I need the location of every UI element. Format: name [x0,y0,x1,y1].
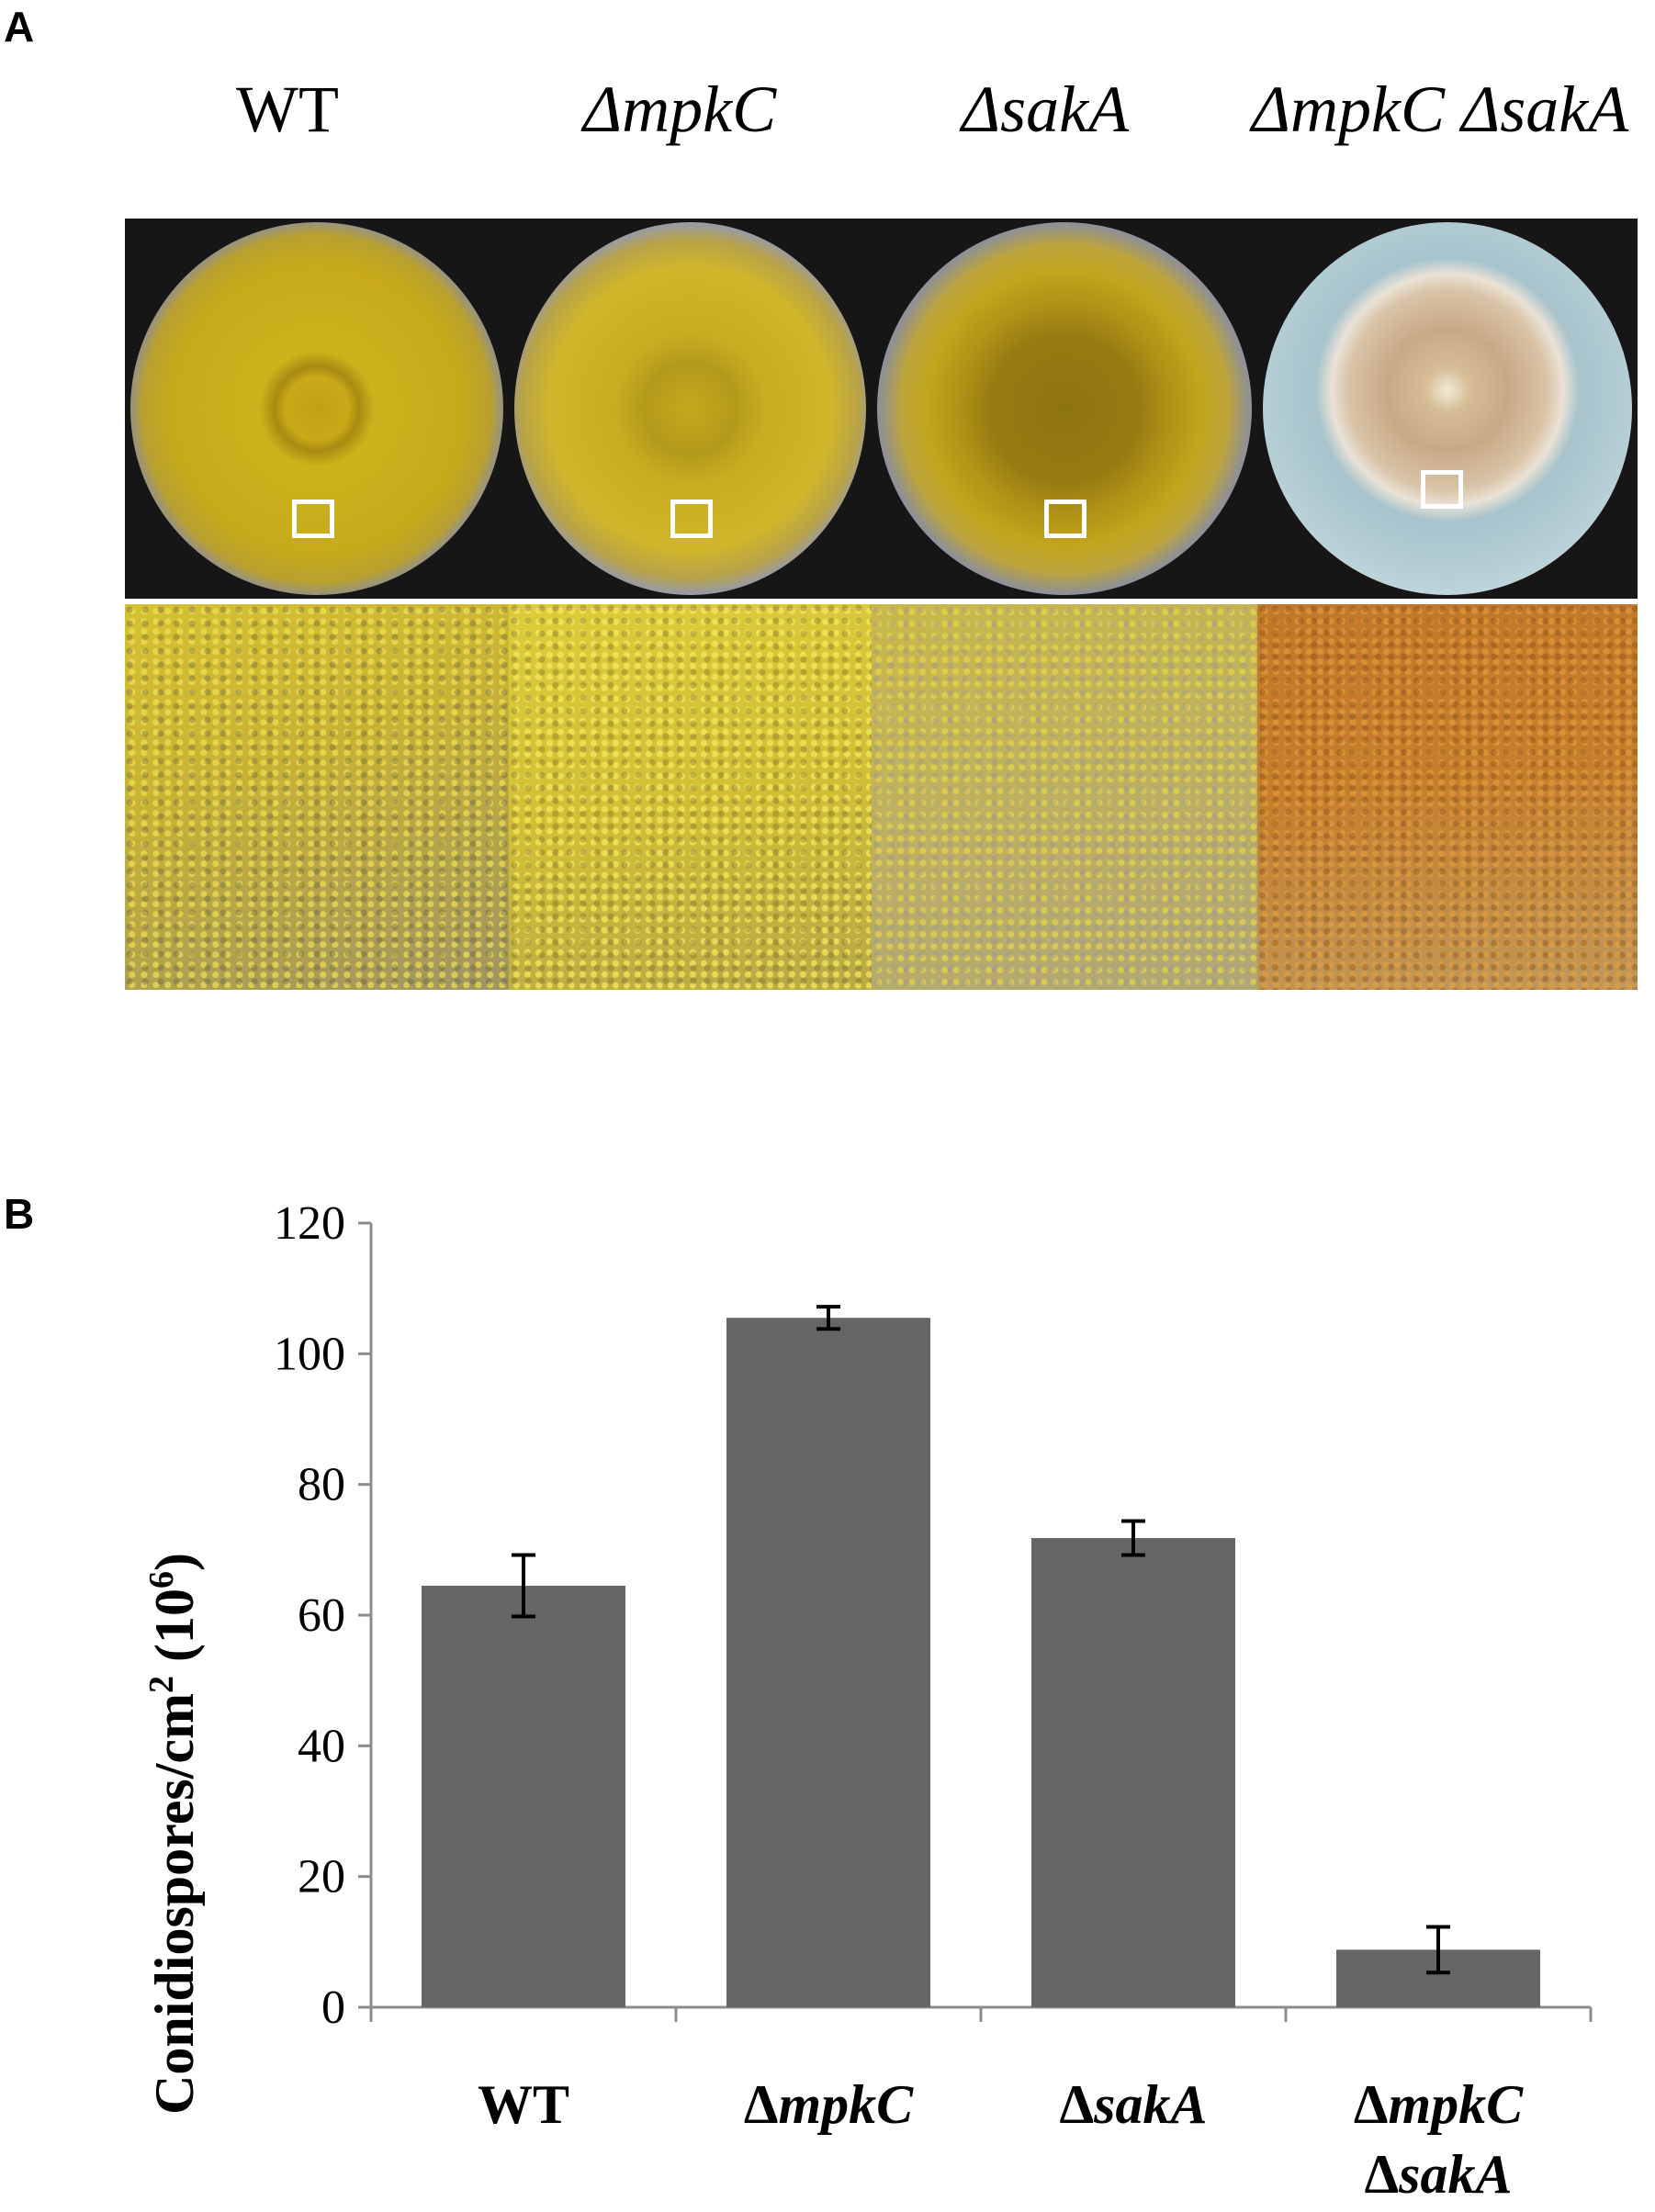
category-label-part: mpkC [1388,2074,1524,2135]
strain-label-wt: WT [236,73,339,146]
category-label: ΔsakA [1060,2074,1208,2135]
y-tick-label: 40 [298,1720,345,1772]
category-label-part: Δ [1354,2074,1389,2135]
category-label-part: sakA [1398,2144,1512,2205]
bar [1031,1538,1235,2007]
y-tick-label: 0 [321,1982,345,2034]
conidia-closeup-wt [125,604,509,990]
panel-b-letter: B [4,1190,35,1238]
category-label-part: Δ [744,2074,779,2135]
bars [422,1318,1540,2007]
panel-a-letter: A [4,3,35,51]
petri-dish-wt [130,222,503,595]
bar [422,1585,625,2007]
category-label-part: Δ [1060,2074,1095,2135]
y-tick-label: 120 [274,1197,345,1250]
y-axis: 0 20 40 60 80 100 120 [274,1197,373,2034]
x-axis [369,2005,1593,2022]
strain-label-saka: ΔsakA [961,73,1130,146]
roi-box-mpkc [670,500,713,538]
error-bars [512,1305,1450,1975]
plate-photo-wt [125,219,509,599]
roi-box-saka [1044,500,1086,538]
y-axis-label: Conidiospores/cm2 (106) [142,1553,205,2115]
y-tick-label: 80 [298,1459,345,1511]
category-label: WT [478,2074,569,2135]
category-label: ΔsakA [1365,2144,1513,2205]
plate-photo-saka [872,219,1257,599]
petri-dish-saka [877,222,1252,595]
roi-box-wt [292,500,334,538]
conidia-closeup-mpkc [509,604,872,990]
category-label: ΔmpkC [1354,2074,1524,2135]
plate-photo-mpkc [509,219,872,599]
colony-photo-grid [125,219,1638,990]
y-tick-label: 100 [274,1328,345,1380]
bar [726,1318,930,2007]
category-label: ΔmpkC [744,2074,914,2135]
conidia-closeup-double [1257,604,1638,990]
petri-dish-double [1263,222,1632,595]
strain-label-double: ΔmpkC ΔsakA [1251,73,1629,146]
strain-label-mpkc: ΔmpkC [582,73,777,146]
category-label-part: WT [478,2074,569,2135]
y-tick-label: 60 [298,1589,345,1642]
roi-box-double [1421,470,1463,509]
category-label-part: sakA [1093,2074,1207,2135]
petri-dish-mpkc [514,222,866,595]
y-tick-label: 20 [298,1851,345,1903]
category-label-part: Δ [1365,2144,1400,2205]
category-label-part: mpkC [778,2074,914,2135]
conidia-closeup-saka [872,604,1257,990]
plate-photo-double [1257,219,1638,599]
